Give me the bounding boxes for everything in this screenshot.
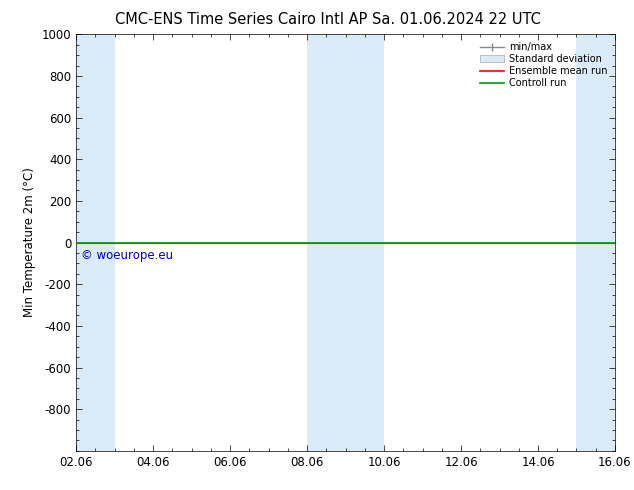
Text: © woeurope.eu: © woeurope.eu: [81, 249, 174, 262]
Text: Sa. 01.06.2024 22 UTC: Sa. 01.06.2024 22 UTC: [372, 12, 541, 27]
Text: CMC-ENS Time Series Cairo Intl AP: CMC-ENS Time Series Cairo Intl AP: [115, 12, 367, 27]
Bar: [576, 34, 634, 451]
Bar: [307, 34, 384, 451]
Y-axis label: Min Temperature 2m (°C): Min Temperature 2m (°C): [23, 168, 36, 318]
Legend: min/max, Standard deviation, Ensemble mean run, Controll run: min/max, Standard deviation, Ensemble me…: [477, 39, 610, 91]
Bar: [76, 34, 115, 451]
